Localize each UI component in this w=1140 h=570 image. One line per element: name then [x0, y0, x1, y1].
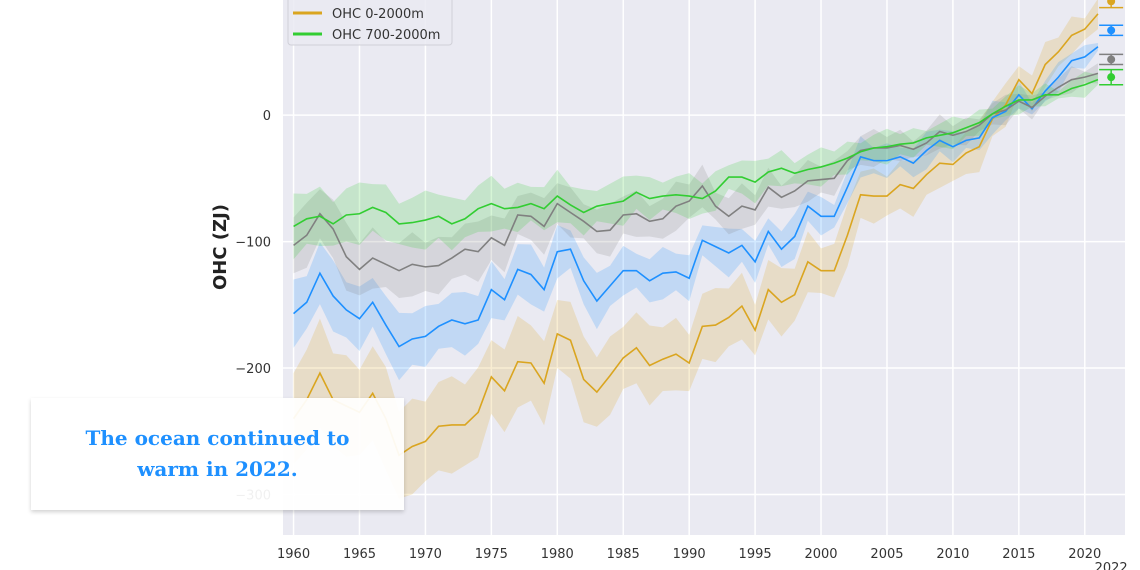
y-tick-label: −100 — [235, 236, 271, 251]
series-line — [293, 78, 1099, 228]
y-axis-label: OHC (ZJ) — [210, 204, 231, 290]
markers-2022 — [1099, 0, 1124, 86]
series-line — [293, 72, 1099, 272]
uncertainty-band — [293, 71, 1098, 260]
x-tick-label: 1995 — [739, 547, 772, 562]
x-tick-label: 2010 — [936, 547, 969, 562]
x-tick-label: 1990 — [673, 547, 706, 562]
legend-box — [287, 0, 453, 46]
x-tick-label: 1970 — [409, 547, 442, 562]
caption-box: The ocean continued to warm in 2022. — [31, 398, 404, 510]
marker-point — [1107, 0, 1116, 6]
y-tick-label: −200 — [235, 362, 271, 377]
x-tick-label: 1975 — [475, 547, 508, 562]
x-tick-label: 1965 — [343, 547, 376, 562]
marker-point — [1107, 26, 1116, 35]
series-lines — [292, 13, 1099, 457]
uncertainty-band — [293, 43, 1098, 381]
legend: OHC 0-2000m OHC 700-2000m — [287, 0, 453, 46]
marker-point — [1107, 55, 1116, 64]
series-line — [293, 46, 1099, 348]
legend-label: OHC 0-2000m — [332, 7, 424, 22]
x-tick-label: 1980 — [541, 547, 574, 562]
legend-label: OHC 700-2000m — [332, 28, 440, 43]
series-line — [292, 13, 1099, 457]
x-tick-label: 2015 — [1002, 547, 1035, 562]
x-tick-label: 1985 — [607, 547, 640, 562]
x-axis-ticks: 1960 1965 1970 1975 1980 1985 1990 1995 2000 2005… — [277, 547, 1128, 570]
x-tick-label: 2022 — [1095, 561, 1128, 570]
x-tick-label: 2000 — [804, 547, 837, 562]
caption-text: The ocean continued to warm in 2022. — [85, 426, 350, 481]
marker-point — [1107, 73, 1116, 82]
y-tick-label: 0 — [263, 109, 271, 124]
plot-background — [283, 0, 1125, 535]
x-tick-label: 2020 — [1068, 547, 1101, 562]
x-tick-label: 1960 — [277, 547, 310, 562]
x-tick-label: 2005 — [870, 547, 903, 562]
uncertainty-band — [293, 0, 1098, 499]
